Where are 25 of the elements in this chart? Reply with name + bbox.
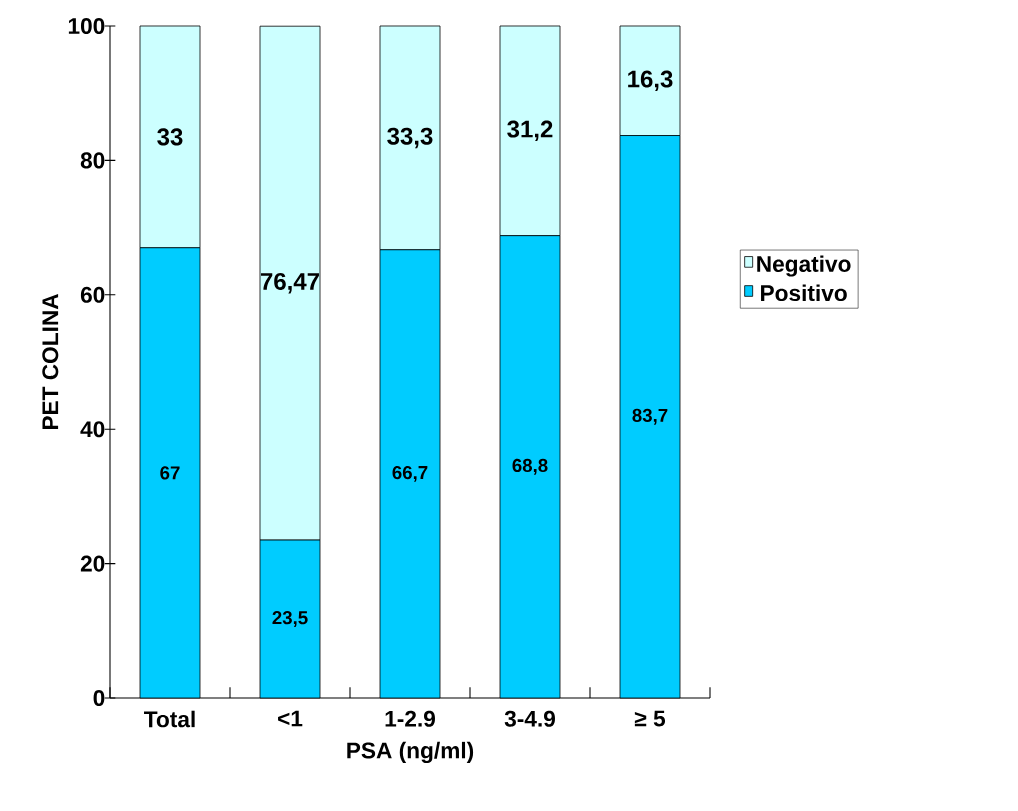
y-tick-label: 20 (80, 555, 105, 572)
x-tick-label: <1 (278, 710, 303, 727)
data-label: 33 (157, 128, 183, 146)
data-label: 83,7 (632, 408, 668, 425)
y-tick-label: 40 (80, 421, 105, 438)
y-tick-label: 80 (80, 152, 105, 169)
x-tick-label: 1-2.9 (385, 710, 435, 727)
data-label: 68,8 (512, 458, 548, 475)
data-label: 67 (160, 466, 180, 480)
y-tick-label: 60 (80, 286, 105, 303)
data-label: 66,7 (392, 465, 428, 482)
x-tick-label: Total (144, 710, 195, 728)
data-label: 76,47 (261, 272, 319, 294)
x-tick-label: ≥ 5 (634, 710, 666, 727)
y-tick-label: 0 (93, 689, 105, 707)
legend-label: Negativo (757, 255, 851, 277)
legend-label: Positivo (761, 284, 847, 302)
y-axis-title: PET COLINA (42, 293, 59, 430)
x-axis-title: PSA (ng/ml) (347, 741, 474, 764)
data-label: 31,2 (507, 120, 553, 142)
x-tick-label: 3-4.9 (504, 710, 555, 727)
y-tick-label: 100 (68, 17, 105, 35)
data-label: 16,3 (628, 70, 673, 92)
data-label: 33,3 (387, 127, 433, 149)
data-label: 23,5 (272, 611, 308, 627)
